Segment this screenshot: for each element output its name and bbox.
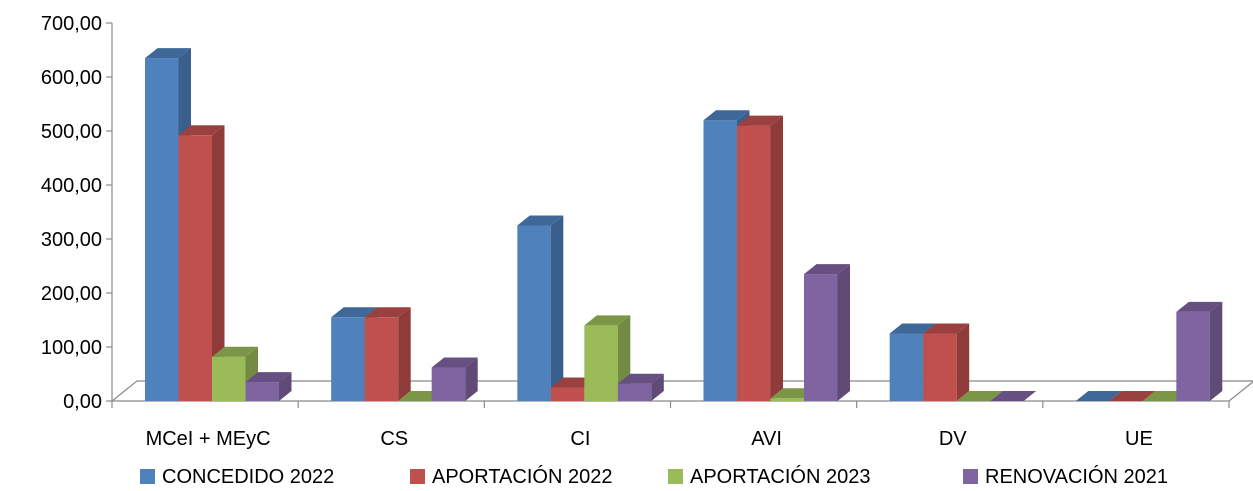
bar-2-side [770, 115, 783, 401]
bar-2-top [1109, 391, 1156, 401]
bar-4-front [804, 274, 838, 401]
bar-2-front [364, 317, 399, 401]
bar-4-front [1176, 311, 1210, 401]
bar-1-top [145, 48, 191, 59]
legend-label-1: CONCEDIDO 2022 [162, 466, 334, 486]
bar-1-front [145, 58, 179, 401]
bar-2-top [364, 307, 411, 318]
bar-1-top [703, 110, 750, 121]
legend-label-4: RENOVACIÓN 2021 [985, 465, 1168, 486]
bar-4-side [465, 357, 478, 401]
bar-2-front [178, 135, 212, 401]
bar-2-top [737, 115, 783, 126]
bar-3-front [770, 398, 804, 401]
y-tick-label: 300,00 [41, 229, 102, 251]
bar-4-front [617, 383, 652, 401]
bar-4-front [431, 367, 466, 401]
bar-4-side [837, 264, 850, 401]
bar-3-top [212, 346, 258, 357]
bar-2-front [923, 333, 957, 401]
legend-label-2: APORTACIÓN 2022 [432, 465, 612, 486]
bar-4-side [651, 373, 664, 401]
bar-4-top [1176, 301, 1223, 312]
bar-3-front [584, 325, 618, 401]
bar-3-front [212, 356, 246, 401]
bar-1-top [889, 323, 936, 334]
legend-swatch-2 [410, 469, 425, 484]
legend-swatch-1 [140, 469, 155, 484]
bar-1-top [1075, 391, 1122, 401]
x-tick-label: CI [570, 428, 590, 450]
legend-swatch-4 [963, 469, 978, 484]
bar-1-side [550, 215, 564, 401]
x-tick-label: AVI [751, 428, 782, 450]
y-tick-label: 400,00 [41, 175, 102, 197]
bar-1-front [331, 317, 365, 401]
bar-2-top [923, 323, 970, 334]
y-tick-label: 100,00 [41, 337, 102, 359]
legend-swatch-3 [668, 469, 683, 484]
y-tick-label: 0,00 [63, 391, 102, 413]
y-tick-label: 500,00 [41, 121, 102, 143]
bar-1-top [517, 215, 564, 226]
bar-1-front [889, 333, 924, 401]
legend-label-3: APORTACIÓN 2023 [690, 465, 870, 486]
bar-4-top [617, 373, 664, 384]
bar-4-top [431, 357, 478, 368]
bar-1-front [703, 120, 737, 401]
bar-2-side [398, 307, 411, 401]
bar-2-top [178, 125, 225, 136]
bar-4-top [990, 391, 1037, 401]
x-tick-label: UE [1125, 428, 1153, 450]
bar-2-front [550, 387, 585, 401]
bar-2-side [212, 125, 225, 402]
bar-1-front [517, 225, 551, 401]
bar-3-top [956, 391, 1003, 401]
bar-4-top [245, 372, 292, 383]
y-tick-label: 700,00 [41, 13, 102, 35]
bar-2-side [956, 323, 970, 401]
bar-4-side [279, 372, 292, 401]
bar-1-top [331, 307, 378, 318]
bar-3-top [584, 315, 631, 326]
bar-4-top [804, 264, 850, 275]
y-tick-label: 600,00 [41, 67, 102, 89]
x-tick-label: DV [939, 428, 967, 450]
bar-4-front [245, 382, 279, 401]
x-tick-label: MCeI + MEyC [146, 428, 271, 450]
bar-2-front [737, 125, 771, 401]
x-tick-label: CS [380, 428, 408, 450]
y-tick-label: 200,00 [41, 283, 102, 305]
bar-4-side [1209, 301, 1223, 401]
